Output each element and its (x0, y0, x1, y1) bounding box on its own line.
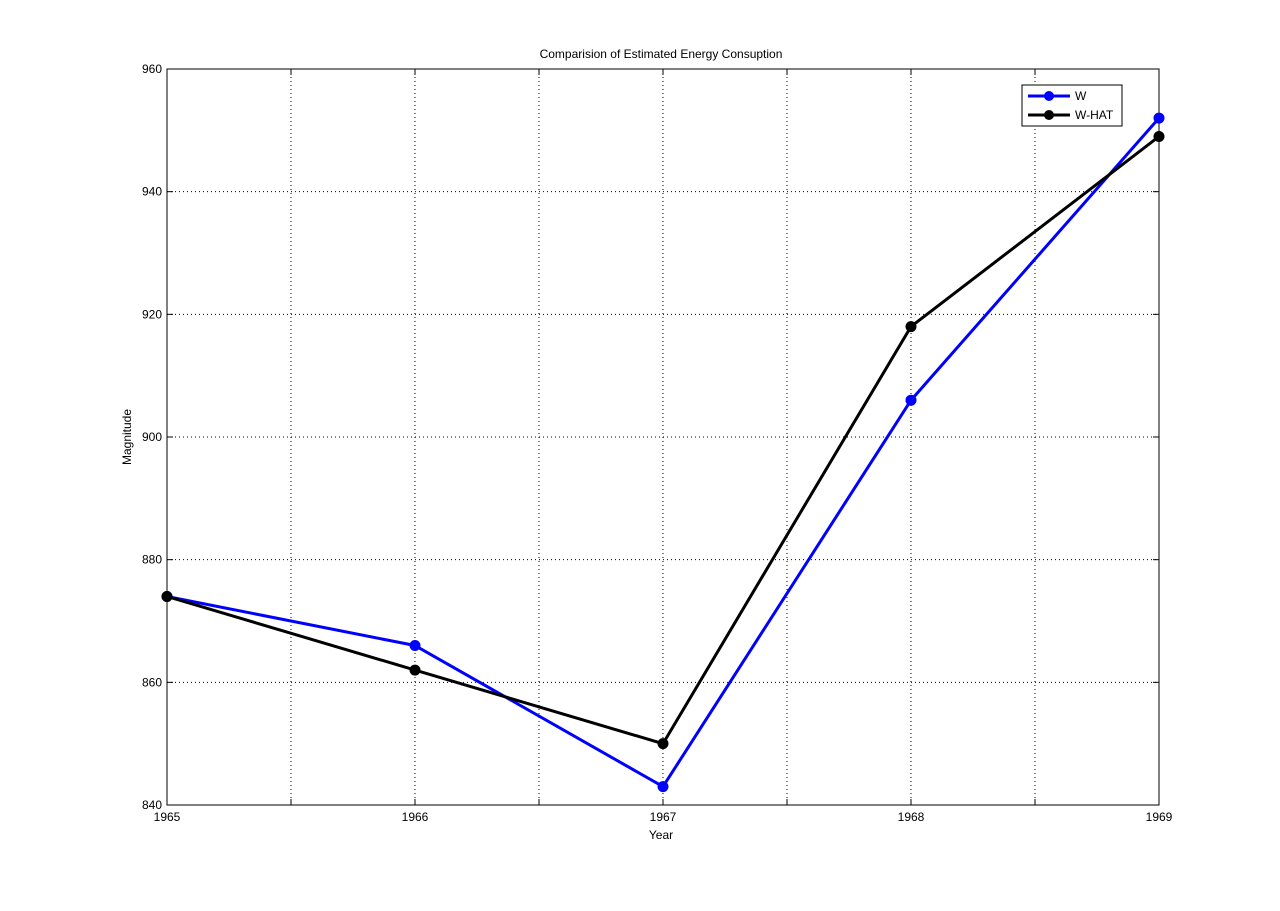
y-tick-label: 840 (142, 798, 162, 812)
y-axis-label: Magnitude (120, 409, 134, 465)
y-tick-label: 940 (142, 185, 162, 199)
legend-marker (1044, 110, 1054, 120)
grid (167, 69, 1159, 805)
data-point (1153, 130, 1165, 142)
x-tick-label: 1969 (1146, 810, 1173, 824)
legend-marker (1044, 91, 1054, 101)
y-tick-label: 960 (142, 62, 162, 76)
legend-label: W (1075, 89, 1087, 103)
x-tick-label: 1968 (898, 810, 925, 824)
y-tick-label: 880 (142, 553, 162, 567)
x-tick-label: 1967 (650, 810, 677, 824)
data-point (905, 394, 917, 406)
y-tick-label: 920 (142, 307, 162, 321)
chart-title: Comparision of Estimated Energy Consupti… (540, 47, 783, 61)
data-point (657, 738, 669, 750)
data-point (409, 640, 421, 652)
data-point (657, 781, 669, 793)
data-point (1153, 112, 1165, 124)
series (161, 112, 1165, 793)
y-tick-label: 860 (142, 675, 162, 689)
data-point (905, 321, 917, 333)
legend-label: W-HAT (1075, 108, 1114, 122)
x-axis-label: Year (649, 828, 673, 842)
series-w-hat (161, 130, 1165, 750)
data-point (161, 590, 173, 602)
ticks: 1965 1966 1967 1968 1969 840 860 880 900 920 940 96… (142, 62, 1173, 824)
y-tick-label: 900 (142, 430, 162, 444)
x-tick-label: 1966 (402, 810, 429, 824)
legend-box (1021, 84, 1123, 127)
data-point (409, 664, 421, 676)
legend: W W-HAT (1021, 84, 1123, 127)
x-tick-label: 1965 (154, 810, 181, 824)
